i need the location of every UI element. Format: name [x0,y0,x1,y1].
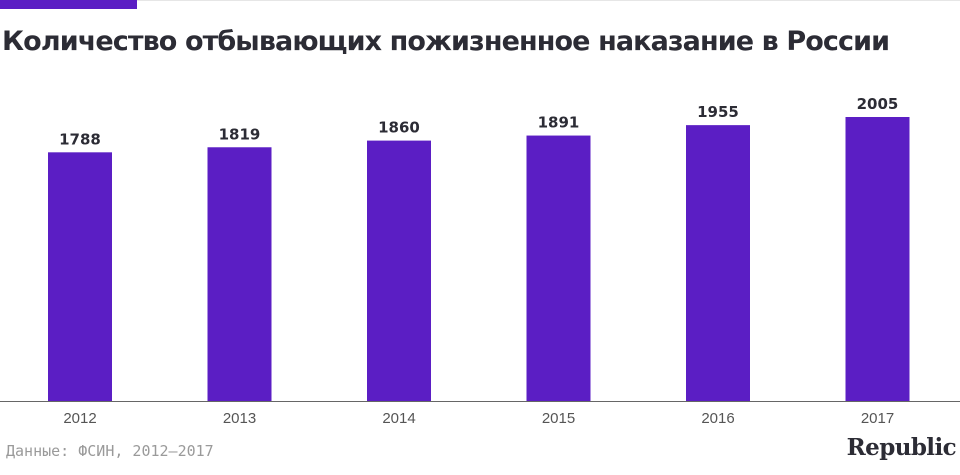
bar-value-label: 1860 [378,119,420,137]
x-tick-label: 2015 [542,410,575,427]
bar-2017 [845,117,910,401]
bar-2013 [207,147,272,401]
republic-logo: Republic [846,434,957,461]
bars-group [48,117,910,401]
bar-value-label: 1955 [697,103,739,121]
x-tick-label: 2012 [63,410,96,427]
x-tick-label: 2016 [701,410,734,427]
top-rule [137,0,960,1]
x-tick-label: 2017 [861,410,894,427]
bar-value-label: 2005 [857,95,899,113]
accent-bar [0,0,137,9]
x-tick-labels-group: 2012 2013 2014 2015 2016 2017 [63,410,894,427]
source-note: Данные: ФСИН, 2012–2017 [6,442,214,460]
bar-2016 [686,125,750,401]
x-tick-label: 2014 [382,410,415,427]
bar-value-label: 1819 [219,125,261,143]
x-tick-label: 2013 [223,410,256,427]
chart-title: Количество отбывающих пожизненное наказа… [2,26,890,57]
bar-value-label: 1788 [59,130,101,148]
bar-2014 [367,140,431,401]
bar-value-label: 1891 [538,114,580,132]
bar-2015 [526,135,591,401]
bar-2012 [48,152,112,401]
bar-labels-group: 1788 1819 1860 1891 1955 2005 [59,95,898,148]
